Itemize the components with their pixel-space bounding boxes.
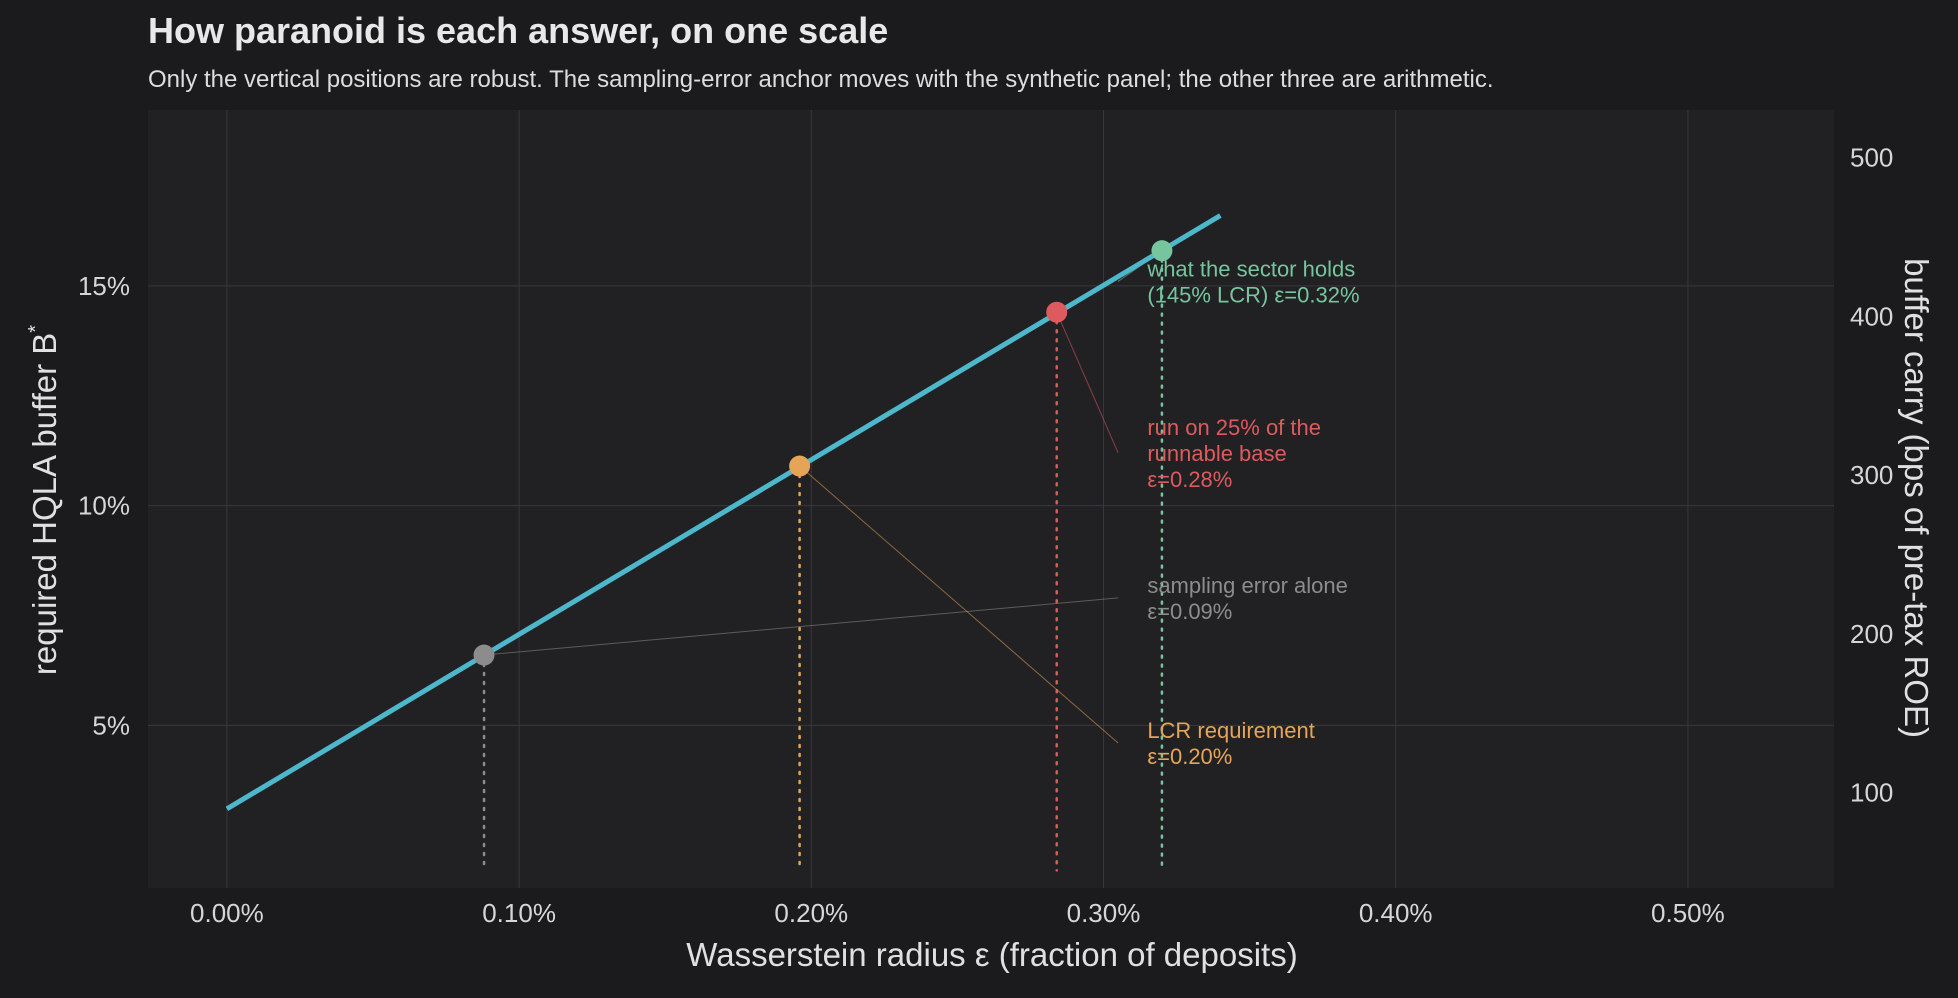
data-point (1151, 240, 1173, 262)
y2-axis-title: buffer carry (bps of pre-tax ROE) (1898, 258, 1935, 738)
y2-tick-label: 400 (1850, 301, 1893, 331)
point-label: ε=0.28% (1147, 467, 1232, 492)
y-tick-label: 5% (92, 710, 130, 740)
point-label: (145% LCR) ε=0.32% (1147, 282, 1359, 307)
data-point (1046, 301, 1068, 323)
point-label: what the sector holds (1146, 256, 1355, 281)
chart-subtitle: Only the vertical positions are robust. … (148, 66, 1494, 93)
x-tick-label: 0.40% (1359, 898, 1433, 928)
x-tick-label: 0.00% (190, 898, 264, 928)
x-tick-label: 0.30% (1067, 898, 1141, 928)
plot-panel (148, 110, 1834, 888)
y2-tick-label: 100 (1850, 778, 1893, 808)
leader-line (483, 597, 1119, 656)
y2-tick-label: 500 (1850, 143, 1893, 173)
x-tick-label: 0.20% (774, 898, 848, 928)
point-label: sampling error alone (1147, 573, 1348, 598)
data-point (473, 644, 495, 666)
leader-line (799, 465, 1119, 744)
point-label: run on 25% of the (1147, 415, 1321, 440)
x-tick-label: 0.50% (1651, 898, 1725, 928)
x-tick-label: 0.10% (482, 898, 556, 928)
point-label: ε=0.20% (1147, 744, 1232, 769)
y2-tick-label: 300 (1850, 460, 1893, 490)
data-point (789, 455, 811, 477)
tick-labels: 0.00% 0.10% 0.20% 0.30% 0.40% 0.50% 5% 10% 15% 10… (78, 143, 1893, 928)
chart-title: How paranoid is each answer, on one scal… (148, 10, 889, 51)
grid-lines (148, 110, 1834, 888)
y-axis-title-superscript: * (25, 325, 47, 333)
points (473, 240, 1173, 666)
point-label: runnable base (1147, 441, 1286, 466)
y-tick-label: 15% (78, 271, 130, 301)
point-label: LCR requirement (1147, 718, 1315, 743)
drop-lines (482, 249, 1164, 872)
y-axis-title-main: required HQLA buffer B (26, 333, 63, 675)
y-axis-title: required HQLA buffer B* (25, 325, 63, 675)
y2-tick-label: 200 (1850, 619, 1893, 649)
leader-line (1056, 311, 1119, 454)
point-label: ε=0.09% (1147, 599, 1232, 624)
x-axis-title: Wasserstein radius ε (fraction of deposi… (686, 936, 1297, 973)
y-tick-label: 10% (78, 491, 130, 521)
